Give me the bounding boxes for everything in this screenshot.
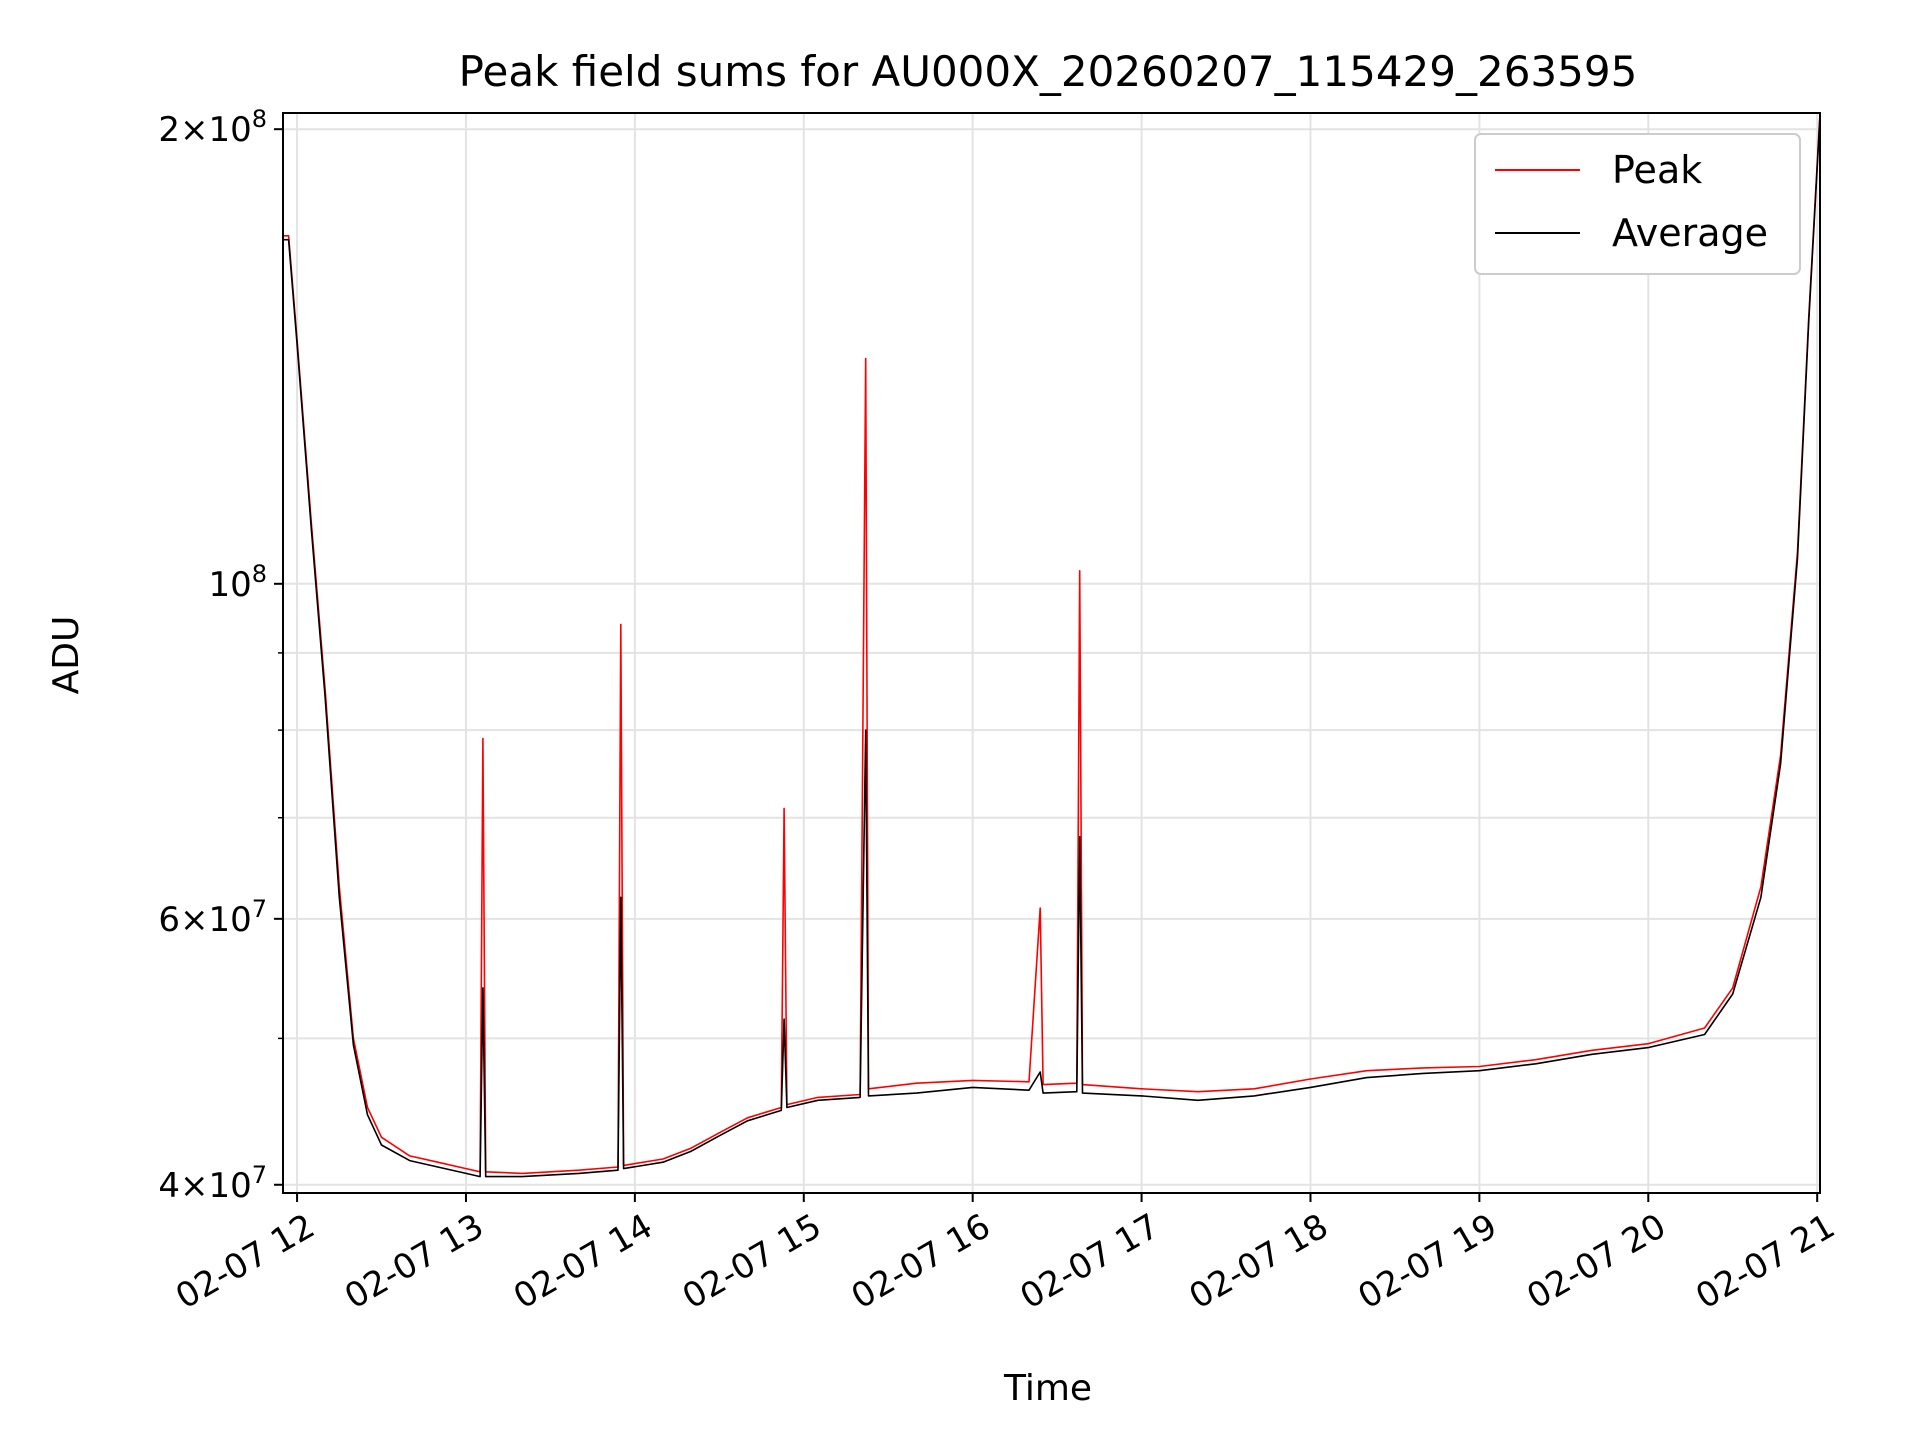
- series-line-peak: [283, 112, 1821, 1175]
- chart-title: Peak field sums for AU000X_20260207_1154…: [459, 47, 1638, 96]
- grid-lines: [283, 113, 1820, 1193]
- y-tick-label: 2×108: [158, 105, 267, 150]
- y-tick-label: 4×107: [158, 1161, 267, 1206]
- y-tick-label: 108: [208, 560, 267, 605]
- legend-label-peak: Peak: [1612, 148, 1702, 192]
- series-line-average: [283, 116, 1821, 1178]
- series-lines: [283, 112, 1821, 1178]
- legend: Peak Average: [1474, 133, 1801, 275]
- y-tick-label: 6×107: [158, 895, 267, 940]
- y-axis-label: ADU: [46, 616, 87, 695]
- x-axis-label: Time: [1003, 1368, 1092, 1409]
- legend-label-average: Average: [1612, 211, 1768, 255]
